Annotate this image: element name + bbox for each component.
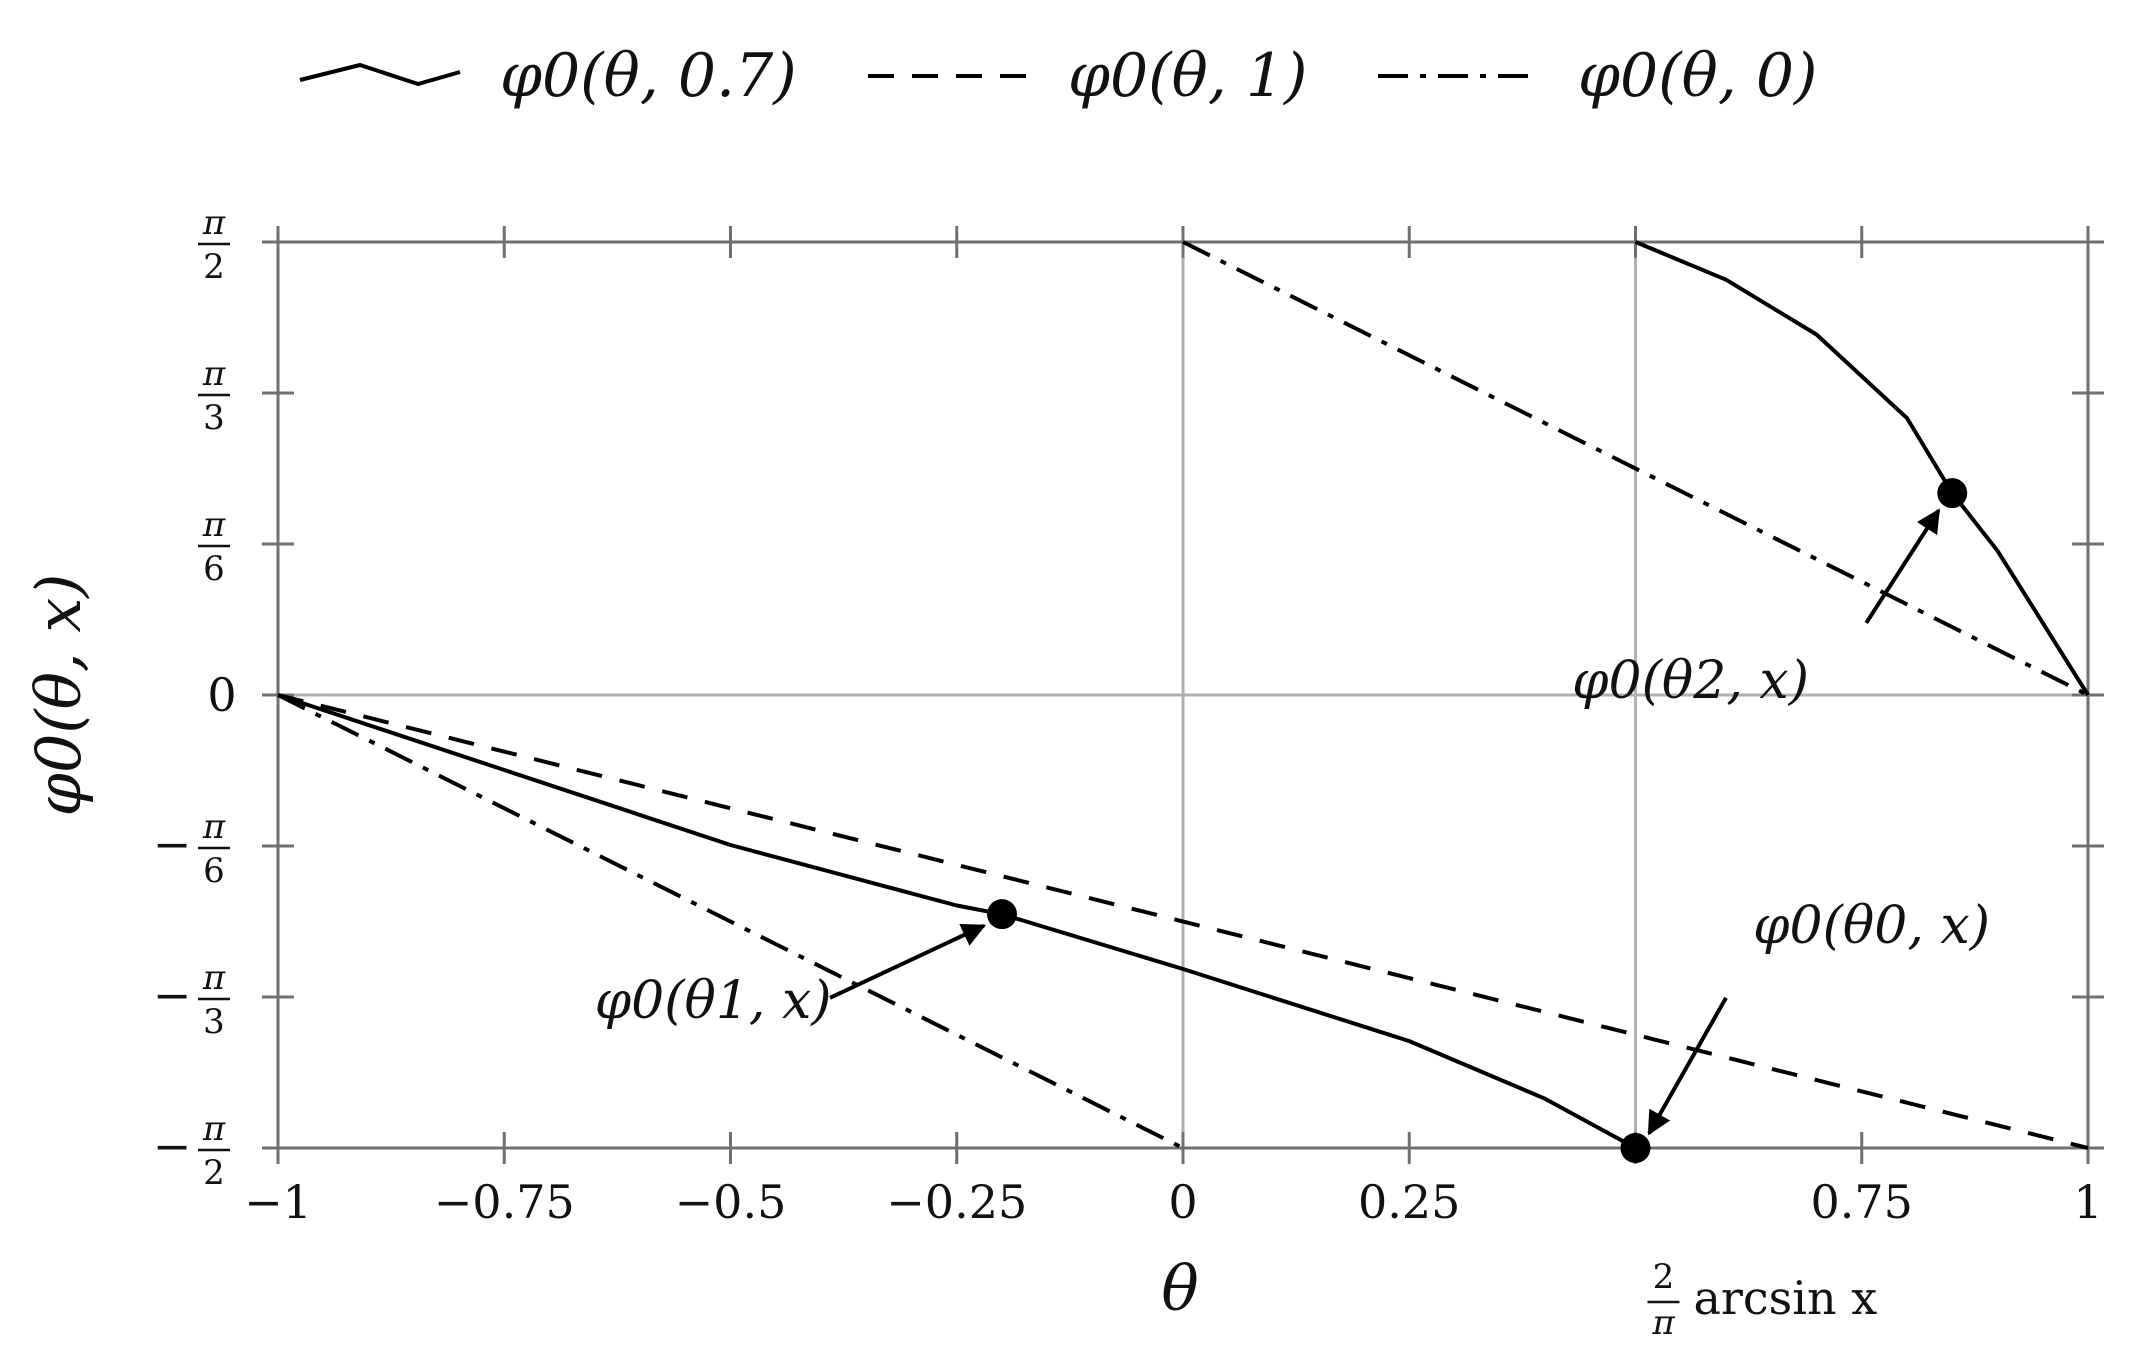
y-tick-frac-den: 6 [203,851,225,891]
x-tick-label: −0.5 [675,1175,787,1229]
annotations: φ0(θ1, x) φ0(θ0, x) φ0(θ2, x) [595,508,1990,1136]
annotation-label-0: φ0(θ1, x) [595,971,832,1031]
annotation-arrow-1 [1647,996,1728,1136]
x-tick-label: 0.25 [1358,1175,1460,1229]
annotation-label-2: φ0(θ2, x) [1572,651,1809,711]
highlight-point-2 [1937,478,1968,509]
legend-swatch-solid [299,62,461,87]
y-tick-frac-den: 3 [203,1002,225,1042]
legend: φ0(θ, 0.7) φ0(θ, 1) φ0(θ, 0) [299,41,1817,111]
x-axis-label: θ [1161,1252,1198,1325]
highlight-points [987,478,1968,1163]
y-tick-sign: − [153,968,192,1022]
y-tick-frac-den: 2 [203,247,225,287]
series-solid-segment-1 [1634,240,2090,697]
series-solid-segment-0 [277,693,1637,1150]
x-tick-label: −0.75 [434,1175,575,1229]
series-dashdot-segment-0 [277,693,1184,1150]
y-tick-frac-den: 3 [203,398,225,438]
y-tick-frac-num: π [202,203,226,243]
x-tick-frac-den: π [1651,1303,1675,1343]
highlight-point-0 [987,899,1017,930]
plot-area: −1 −0.75 −0.5 −0.25 0 0.25 0.75 12π arcsin x π2π… [153,203,2104,1343]
y-tick-frac-num: π [202,807,226,847]
x-tick-frac-num: 2 [1653,1257,1675,1297]
legend-label-dashdot: φ0(θ, 0) [1578,41,1817,111]
y-axis-label: φ0(θ, x) [22,574,95,817]
legend-label-solid: φ0(θ, 0.7) [500,41,797,111]
y-tick-frac-num: π [202,1109,226,1149]
x-tick-label: −1 [244,1175,312,1229]
y-tick-sign: − [153,817,192,871]
legend-label-dashed: φ0(θ, 1) [1068,41,1307,111]
annotation-arrow-0 [829,923,987,1000]
y-tick-label: 0 [207,668,236,722]
x-tick-label: 1 [2073,1175,2102,1229]
annotation-label-1: φ0(θ0, x) [1753,896,1990,956]
x-tick-label: 0 [1168,1175,1197,1229]
x-tick-arcsin-text: arcsin x [1694,1271,1878,1325]
highlight-point-1 [1620,1133,1651,1163]
y-tick-frac-num: π [202,505,226,545]
y-tick-frac-num: π [202,958,226,998]
y-tick-frac-den: 6 [203,549,225,589]
x-tick-label: 0.75 [1811,1175,1913,1229]
y-tick-frac-den: 2 [203,1153,225,1193]
grid-lines [278,242,2088,1148]
series-dashed-segment-0 [277,693,2089,1150]
y-tick-frac-num: π [202,354,226,394]
x-tick-label: −0.25 [886,1175,1027,1229]
x-tick-labels: −1 −0.75 −0.5 −0.25 0 0.25 0.75 1 2 π arcsin x [244,1175,2103,1343]
series-dashdot-segment-1 [1182,240,2089,697]
annotation-arrow-2 [1864,508,1941,624]
y-tick-sign: − [153,1119,192,1173]
